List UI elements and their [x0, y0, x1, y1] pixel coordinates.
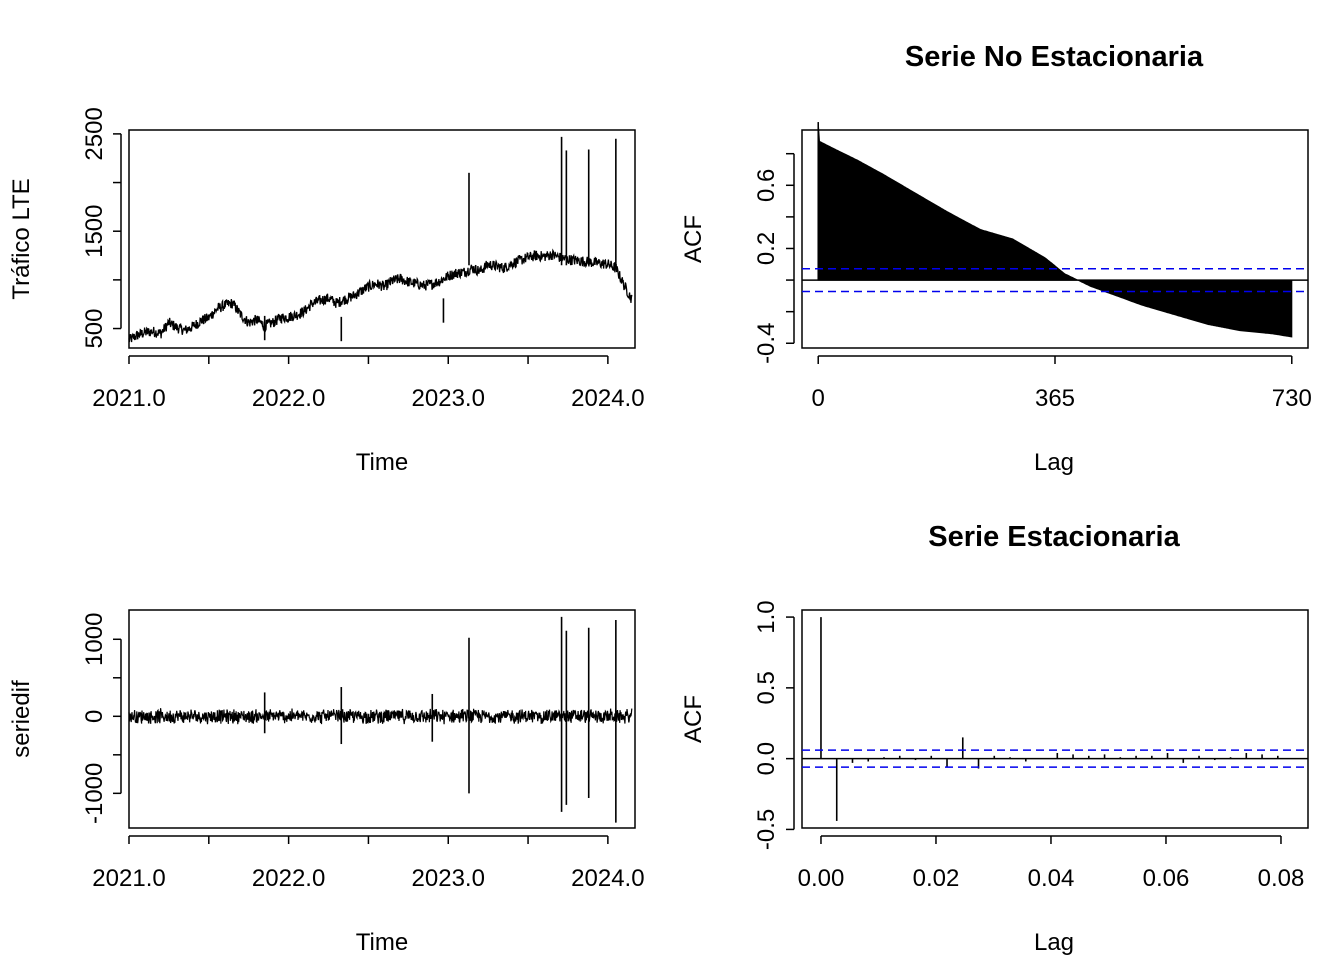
- x-tick-label: 0.06: [1143, 865, 1190, 892]
- y-axis-label: seriedif: [8, 680, 35, 758]
- y-axis-label: ACF: [680, 695, 707, 743]
- y-tick-label: -0.5: [753, 809, 780, 850]
- series-line: [128, 248, 633, 343]
- y-tick-label: 0.5: [753, 671, 780, 704]
- chart-title: Serie Estacionaria: [928, 521, 1180, 553]
- axes: 2021.0 2022.0 2023.0 2024.0 500 1500 2500: [81, 107, 645, 412]
- x-tick-label: 2022.0: [252, 385, 325, 412]
- y-tick-label: 0.2: [753, 232, 780, 265]
- x-tick-label: 0.08: [1258, 865, 1305, 892]
- y-tick-label: 2500: [81, 107, 108, 160]
- plot-frame: [801, 129, 1309, 349]
- x-axis-label: Time: [356, 929, 408, 956]
- x-tick-label: 2024.0: [571, 385, 644, 412]
- x-tick-label: 2023.0: [412, 385, 485, 412]
- line-series: [128, 136, 633, 343]
- x-tick-label: 2021.0: [92, 865, 165, 892]
- x-tick-label: 0.04: [1028, 865, 1075, 892]
- plot-frame: [128, 129, 636, 349]
- x-tick-label: 2023.0: [412, 865, 485, 892]
- y-tick-label: 1.0: [753, 600, 780, 633]
- y-tick-label: 1000: [81, 613, 108, 666]
- y-tick-label: 500: [81, 309, 108, 349]
- y-tick-label: -1000: [81, 763, 108, 824]
- y-tick-label: 1500: [81, 205, 108, 258]
- x-tick-label: 365: [1035, 385, 1075, 412]
- chart-title: Serie No Estacionaria: [905, 41, 1204, 73]
- panel-acf-no-estacionaria: Serie No Estacionaria 0 365 730-0.40.20.6 …: [680, 41, 1312, 476]
- y-tick-label: 0.0: [753, 742, 780, 775]
- line-series: [128, 616, 633, 823]
- x-tick-label: 0.02: [913, 865, 960, 892]
- acf-bars: [802, 122, 1308, 338]
- y-tick-label: 0.6: [753, 169, 780, 202]
- y-axis-label: ACF: [680, 215, 707, 263]
- x-tick-label: 0.00: [798, 865, 845, 892]
- x-tick-label: 2024.0: [571, 865, 644, 892]
- x-tick-label: 730: [1272, 385, 1312, 412]
- acf-bars-area: [817, 122, 1293, 338]
- plot-frame: [801, 609, 1309, 829]
- x-axis-label: Lag: [1034, 449, 1074, 476]
- axes: 2021.0 2022.0 2023.0 2024.0 -1000 0 1000: [81, 613, 645, 892]
- y-axis-label: Tráfico LTE: [8, 178, 35, 299]
- y-tick-label: 0: [81, 710, 108, 723]
- y-tick-label: -0.4: [753, 323, 780, 364]
- x-axis-label: Lag: [1034, 929, 1074, 956]
- x-tick-label: 0: [812, 385, 825, 412]
- panel-trafico-lte: 2021.0 2022.0 2023.0 2024.0 500 1500 2500 Time…: [8, 107, 645, 476]
- axes: 0 365 730 -0.4 0.2 0.6: [753, 152, 1312, 412]
- x-tick-label: 2021.0: [92, 385, 165, 412]
- x-tick-label: 2022.0: [252, 865, 325, 892]
- acf-bars: [802, 617, 1308, 821]
- x-axis-label: Time: [356, 449, 408, 476]
- axes: 0.00 0.02 0.04 0.06 0.08 -0.5 0.0 0.5 1.0: [753, 600, 1304, 892]
- series-line: [128, 708, 633, 725]
- panel-acf-estacionaria: Serie Estacionaria 0.00 0.02 0.04 0.06 0.08 -…: [680, 521, 1309, 956]
